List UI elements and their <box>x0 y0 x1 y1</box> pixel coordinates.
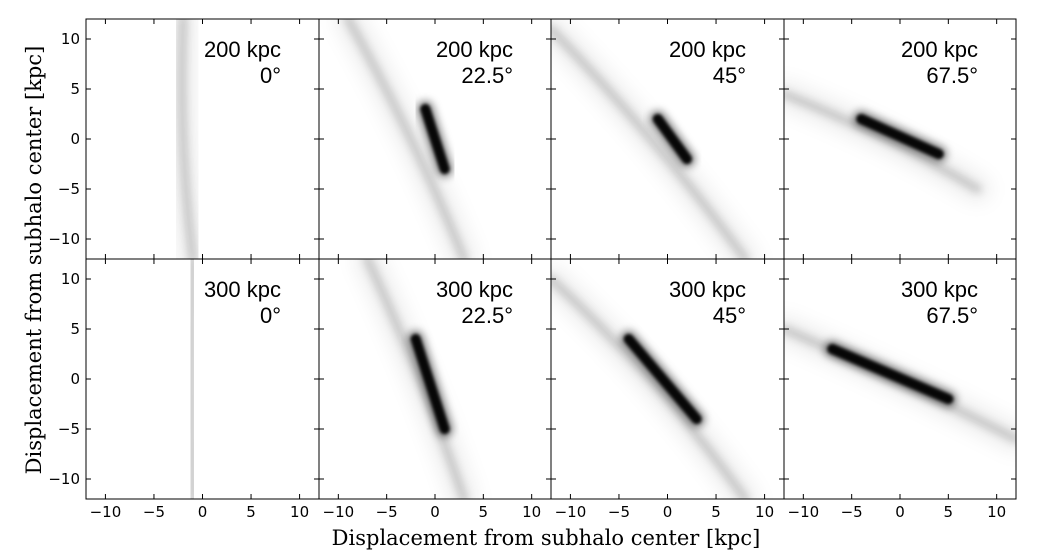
panel-2 <box>319 19 551 259</box>
x-tick-label: 0 <box>430 503 440 521</box>
panel-5 <box>86 259 319 499</box>
y-tick-label: −10 <box>48 230 80 248</box>
panel-angle-label: 67.5° <box>926 303 978 328</box>
stream-core <box>827 343 954 405</box>
y-tick-label: 5 <box>70 80 80 98</box>
y-tick-label: −10 <box>48 470 80 488</box>
panel-distance-label: 300 kpc <box>901 277 978 302</box>
x-tick-label: −10 <box>323 503 355 521</box>
panel-angle-label: 22.5° <box>461 303 513 328</box>
x-tick-label: 10 <box>522 503 541 521</box>
panel-distance-label: 300 kpc <box>204 277 281 302</box>
x-tick-label: 0 <box>895 503 905 521</box>
x-axis-label: Displacement from subhalo center [kpc] <box>332 526 761 550</box>
stream-core <box>623 333 702 425</box>
panel-7 <box>551 259 784 499</box>
x-tick-label: 0 <box>198 503 208 521</box>
stream-tail <box>177 19 198 259</box>
x-tick-label: 5 <box>711 503 721 521</box>
panel-distance-label: 200 kpc <box>669 37 746 62</box>
panel-angle-label: 0° <box>260 303 281 328</box>
stream-tail <box>343 19 469 259</box>
panel-distance-label: 300 kpc <box>669 277 746 302</box>
y-tick-label: 0 <box>70 130 80 148</box>
x-tick-label: 10 <box>755 503 774 521</box>
x-tick-label: 5 <box>246 503 256 521</box>
stream-core <box>410 333 450 435</box>
panel-angle-label: 0° <box>260 63 281 88</box>
x-tick-label: −5 <box>143 503 165 521</box>
x-tick-label: 10 <box>290 503 309 521</box>
stream-tail <box>186 259 198 499</box>
panel-distance-label: 200 kpc <box>901 37 978 62</box>
stream-core <box>652 113 692 165</box>
x-tick-label: −5 <box>841 503 863 521</box>
y-axis-label: Displacement from subhalo center [kpc] <box>22 46 46 475</box>
x-tick-label: −10 <box>555 503 587 521</box>
panel-distance-label: 200 kpc <box>436 37 513 62</box>
x-tick-label: 5 <box>944 503 954 521</box>
panel-angle-label: 45° <box>713 303 746 328</box>
x-tick-label: −5 <box>376 503 398 521</box>
x-tick-label: 0 <box>663 503 673 521</box>
stream-tail <box>551 24 750 259</box>
y-tick-label: 0 <box>70 370 80 388</box>
stream-core <box>856 113 944 160</box>
panel-angle-label: 45° <box>713 63 746 88</box>
y-tick-label: 10 <box>61 30 80 48</box>
panel-angle-label: 67.5° <box>926 63 978 88</box>
x-tick-label: 10 <box>987 503 1006 521</box>
panel-distance-label: 200 kpc <box>204 37 281 62</box>
y-tick-label: 10 <box>61 270 80 288</box>
stream-core <box>420 103 450 175</box>
y-tick-label: −5 <box>58 420 80 438</box>
x-tick-label: −10 <box>90 503 122 521</box>
panel-1 <box>86 19 319 259</box>
panel-distance-label: 300 kpc <box>436 277 513 302</box>
panel-3 <box>551 19 784 259</box>
x-tick-label: −10 <box>788 503 820 521</box>
panel-8 <box>784 259 1016 499</box>
y-tick-label: −5 <box>58 180 80 198</box>
panel-angle-label: 22.5° <box>461 63 513 88</box>
panels-layer <box>86 19 1016 499</box>
stream-tail <box>551 274 750 499</box>
x-tick-label: −5 <box>608 503 630 521</box>
panel-6 <box>319 259 551 499</box>
panel-4 <box>784 19 1016 259</box>
y-tick-label: 5 <box>70 320 80 338</box>
x-tick-label: 5 <box>479 503 489 521</box>
